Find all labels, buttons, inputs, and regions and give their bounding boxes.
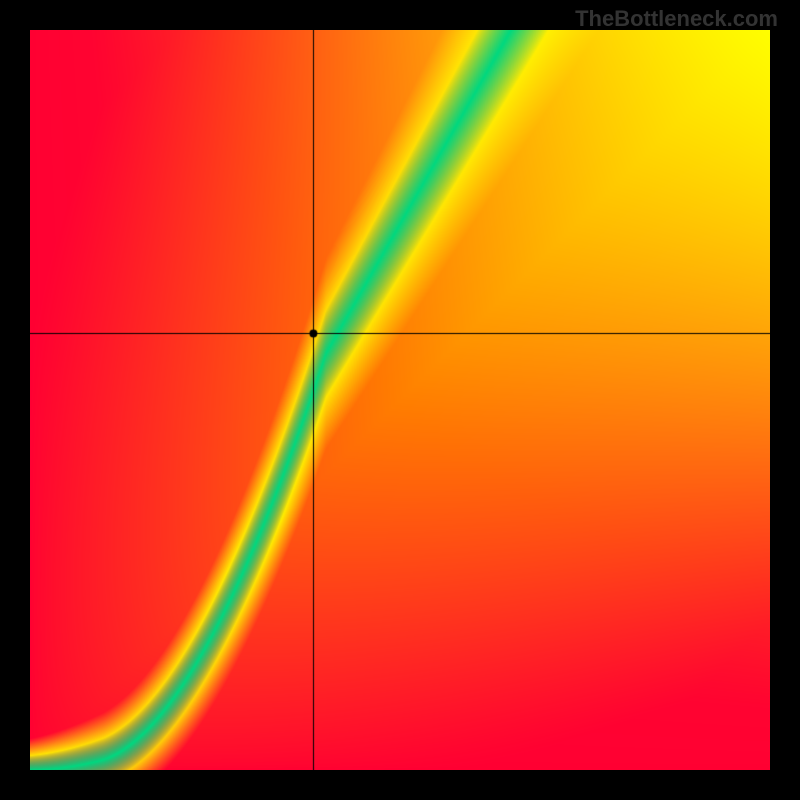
heatmap-plot: [30, 30, 770, 770]
watermark-text: TheBottleneck.com: [575, 6, 778, 32]
chart-container: TheBottleneck.com: [0, 0, 800, 800]
heatmap-canvas: [30, 30, 770, 770]
